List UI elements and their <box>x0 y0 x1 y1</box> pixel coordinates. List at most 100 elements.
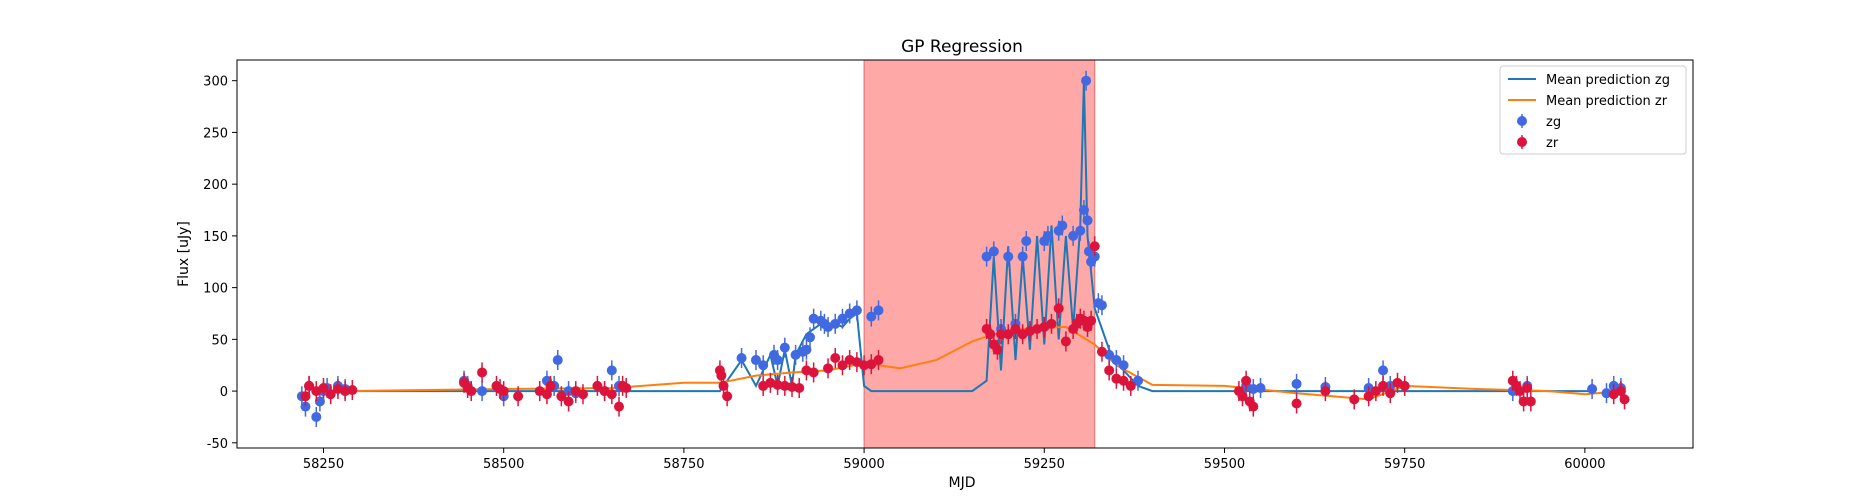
zg-point <box>1078 205 1089 216</box>
zr-point <box>1241 375 1252 386</box>
zg-point <box>758 360 769 371</box>
zg-point <box>851 305 862 316</box>
series-points <box>296 70 1630 427</box>
zr-point <box>1003 329 1014 340</box>
zr-point <box>1125 380 1136 391</box>
series-line-0 <box>345 80 1593 393</box>
legend: Mean prediction zg Mean prediction zr zg zr <box>1499 65 1687 155</box>
zg-point <box>1378 365 1389 376</box>
zg-point <box>1118 360 1129 371</box>
chart-title: GP Regression <box>901 37 1023 57</box>
zr-point <box>1370 386 1381 397</box>
zr-point <box>545 380 556 391</box>
zr-point <box>794 382 805 393</box>
zr-point <box>606 389 617 400</box>
zg-point <box>477 386 488 397</box>
zg-point <box>311 411 322 422</box>
zr-point <box>563 396 574 407</box>
y-tick-label: 50 <box>211 333 228 348</box>
zg-point <box>837 313 848 324</box>
zr-point <box>1518 396 1529 407</box>
zg-point <box>801 344 812 355</box>
zr-point <box>300 391 311 402</box>
zr-point <box>1118 375 1129 386</box>
zr-point <box>985 329 996 340</box>
zg-point <box>1021 236 1032 247</box>
zg-point <box>873 305 884 316</box>
plot-frame <box>236 59 1694 449</box>
zg-point <box>1017 251 1028 262</box>
legend-marker-swatch <box>1517 116 1527 126</box>
zr-point <box>1615 386 1626 397</box>
zg-point <box>779 342 790 353</box>
zg-point <box>1057 220 1068 231</box>
shaded-region <box>863 59 1096 449</box>
y-axis-label: Flux [uJy] <box>176 221 192 287</box>
x-tick-label: 59500 <box>1204 457 1245 472</box>
legend-box <box>1499 65 1687 155</box>
legend-marker-swatch <box>1517 137 1527 147</box>
zr-point <box>1086 315 1097 326</box>
y-tick-label: -50 <box>207 437 228 452</box>
zr-point <box>1237 391 1248 402</box>
zg-point <box>830 318 841 329</box>
x-tick-label: 60000 <box>1564 457 1605 472</box>
zr-point <box>716 370 727 381</box>
zg-point <box>866 311 877 322</box>
y-tick-label: 100 <box>203 282 228 297</box>
zr-point <box>498 386 509 397</box>
zr-point <box>1525 396 1536 407</box>
legend-label: zr <box>1546 136 1559 151</box>
x-tick-label: 58750 <box>663 457 704 472</box>
zr-point <box>823 363 834 374</box>
zg-point <box>1132 375 1143 386</box>
zg-point <box>1291 378 1302 389</box>
zr-point <box>1046 318 1057 329</box>
axes: 58250 58500 58750 59000 59250 59500 59750 60000… <box>203 59 1694 472</box>
zr-point <box>1096 346 1107 357</box>
zg-point <box>552 355 563 366</box>
zr-point <box>1385 388 1396 399</box>
zr-point <box>1291 398 1302 409</box>
shaded-region-rect <box>863 59 1096 449</box>
zr-point <box>1320 386 1331 397</box>
zg-point <box>805 332 816 343</box>
zg-point <box>1587 384 1598 395</box>
zr-point <box>1522 382 1533 393</box>
zr-point <box>808 367 819 378</box>
zg-point <box>988 246 999 257</box>
zr-point <box>304 380 315 391</box>
zr-point <box>992 344 1003 355</box>
zg-point <box>1003 251 1014 262</box>
zr-point <box>718 380 729 391</box>
zg-point <box>750 355 761 366</box>
zr-point <box>722 391 733 402</box>
zr-point <box>1248 401 1259 412</box>
zg-point <box>1096 300 1107 311</box>
zg-point <box>1255 382 1266 393</box>
zr-point <box>541 389 552 400</box>
y-tick-label: 200 <box>203 178 228 193</box>
zg-point <box>300 401 311 412</box>
zr-point <box>577 389 588 400</box>
y-tick-label: 150 <box>203 230 228 245</box>
legend-label: Mean prediction zg <box>1546 73 1670 88</box>
zr-point <box>1399 380 1410 391</box>
zr-point <box>1619 394 1630 405</box>
zr-point <box>996 329 1007 340</box>
zr-point <box>1010 324 1021 335</box>
x-tick-label: 59000 <box>843 457 884 472</box>
zr-point <box>614 401 625 412</box>
zg-point <box>1111 355 1122 366</box>
zg-point <box>606 365 617 376</box>
zr-point <box>556 391 567 402</box>
x-tick-label: 59750 <box>1384 457 1425 472</box>
zr-point <box>1089 241 1100 252</box>
zr-point <box>592 380 603 391</box>
zg-point <box>314 396 325 407</box>
zr-point <box>1060 336 1071 347</box>
zg-point <box>1075 225 1086 236</box>
zg-point <box>1081 75 1092 86</box>
zg-point <box>981 251 992 262</box>
